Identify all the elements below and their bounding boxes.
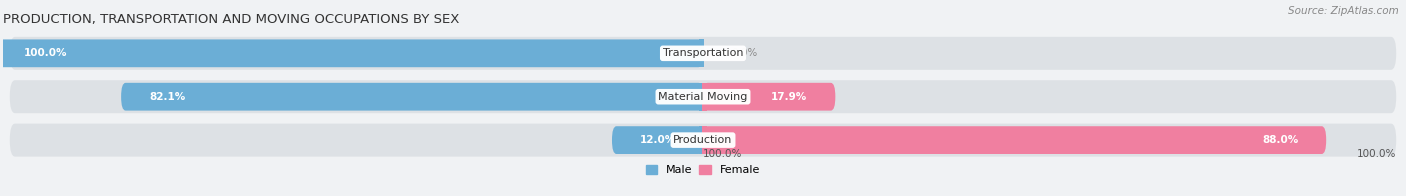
FancyBboxPatch shape [0, 39, 703, 67]
Text: 88.0%: 88.0% [1263, 135, 1298, 145]
Text: 82.1%: 82.1% [149, 92, 186, 102]
Text: 100.0%: 100.0% [703, 149, 742, 159]
Bar [699, 126, 704, 154]
FancyBboxPatch shape [10, 80, 1396, 113]
FancyBboxPatch shape [121, 83, 703, 111]
FancyBboxPatch shape [10, 124, 1396, 157]
Text: Production: Production [673, 135, 733, 145]
Bar [702, 83, 707, 111]
Text: Source: ZipAtlas.com: Source: ZipAtlas.com [1288, 6, 1399, 16]
Legend: Male, Female: Male, Female [641, 160, 765, 180]
FancyBboxPatch shape [703, 83, 835, 111]
Text: 100.0%: 100.0% [1357, 149, 1396, 159]
Text: Material Moving: Material Moving [658, 92, 748, 102]
Bar [699, 39, 704, 67]
Text: 12.0%: 12.0% [640, 135, 676, 145]
Text: PRODUCTION, TRANSPORTATION AND MOVING OCCUPATIONS BY SEX: PRODUCTION, TRANSPORTATION AND MOVING OC… [3, 13, 460, 26]
FancyBboxPatch shape [703, 126, 1326, 154]
Text: 100.0%: 100.0% [24, 48, 67, 58]
Bar [702, 126, 707, 154]
Text: Transportation: Transportation [662, 48, 744, 58]
Bar [699, 83, 704, 111]
Text: 0.0%: 0.0% [731, 48, 758, 58]
Text: 17.9%: 17.9% [770, 92, 807, 102]
FancyBboxPatch shape [612, 126, 703, 154]
FancyBboxPatch shape [10, 37, 1396, 70]
